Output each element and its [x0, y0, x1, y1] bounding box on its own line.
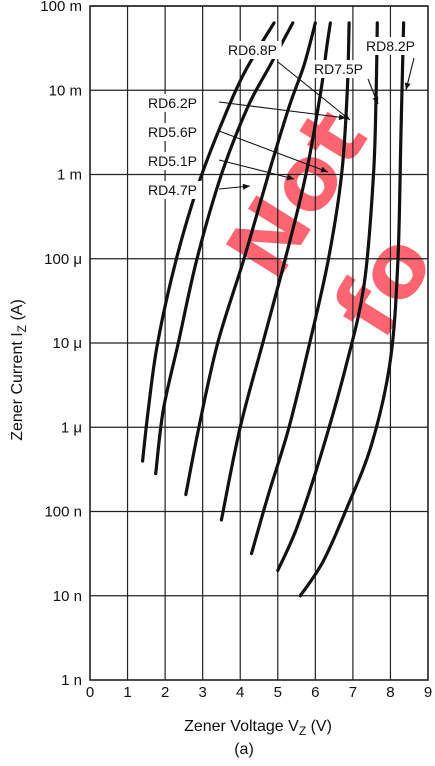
y-axis-label-subscript: Z — [15, 325, 29, 332]
leader-arrowhead — [404, 82, 411, 90]
series-curve — [184, 21, 317, 497]
y-axis-label-main: Zener Current I — [9, 332, 26, 440]
leader-line — [218, 159, 295, 180]
series-label: RD7.5P — [314, 61, 363, 77]
leader-arrowhead — [242, 183, 250, 190]
leader-arrowhead — [320, 166, 328, 173]
y-axis-label: Zener Current IZ (A) — [9, 299, 29, 441]
series-label-background — [146, 94, 202, 112]
series-curve — [141, 21, 276, 463]
leader-arrowhead — [338, 114, 346, 121]
x-tick-label: 7 — [349, 684, 357, 701]
x-tick-label: 1 — [123, 684, 131, 701]
y-tick-label: 1 n — [61, 672, 82, 689]
figure-caption: (a) — [234, 741, 254, 758]
x-tick-label: 0 — [86, 684, 94, 701]
series-label-background — [146, 123, 202, 141]
series-curve — [154, 21, 295, 476]
series-label: RD4.7P — [148, 182, 197, 198]
label-leaders — [218, 57, 415, 190]
series-label: RD5.6P — [148, 124, 197, 140]
y-tick-label: 10 m — [49, 82, 82, 99]
x-axis-label-subscript: Z — [299, 724, 306, 738]
series-curve — [249, 21, 351, 556]
y-tick-label: 1 μ — [61, 419, 82, 436]
series-curve — [298, 21, 406, 598]
series-labels: RD4.7P RD5.1P RD5.6P RD6.2P RD6.8P RD7.5PRD8.… — [146, 37, 420, 199]
x-tick-label: 2 — [161, 684, 169, 701]
series-curve — [219, 21, 332, 522]
x-tick-label: 3 — [198, 684, 206, 701]
x-axis-label-unit: (V) — [306, 718, 332, 735]
series-label-background — [146, 152, 202, 170]
y-axis-label-unit: (A) — [9, 299, 26, 325]
leader-arrowhead — [372, 96, 379, 104]
x-tick-label: 4 — [236, 684, 244, 701]
series-label-background — [364, 37, 420, 55]
x-tick-labels: 0 1 2 3 4 5 6 7 8 9 — [86, 684, 432, 701]
y-tick-label: 100 n — [44, 504, 82, 521]
series-label: RD5.1P — [148, 153, 197, 169]
series-label: RD6.8P — [228, 42, 277, 58]
leader-line — [218, 130, 329, 173]
x-tick-label: 5 — [274, 684, 282, 701]
x-axis-label: Zener Voltage VZ (V) — [184, 718, 332, 738]
y-tick-label: 10 n — [53, 588, 82, 605]
y-tick-label: 1 m — [57, 167, 82, 184]
y-tick-label: 10 μ — [53, 335, 83, 352]
leader-line — [218, 101, 347, 119]
series-label-background — [226, 41, 282, 59]
y-tick-label: 100 μ — [44, 251, 82, 268]
x-tick-label: 8 — [386, 684, 394, 701]
x-tick-label: 9 — [424, 684, 432, 701]
series-label: RD6.2P — [148, 95, 197, 111]
series-label: RD8.2P — [366, 38, 415, 54]
leader-arrowhead — [286, 174, 294, 181]
x-tick-label: 6 — [311, 684, 319, 701]
plot-curves — [141, 21, 406, 598]
series-label-background — [312, 60, 368, 78]
series-label-background — [146, 181, 202, 199]
y-tick-labels: 1 n 10 n 100 n 1 μ 10 μ 100 μ 1 m 10 m 100 m — [40, 0, 82, 689]
y-tick-label: 100 m — [40, 0, 82, 15]
leader-line — [277, 61, 351, 121]
x-axis-label-main: Zener Voltage V — [184, 718, 299, 735]
leader-arrowhead — [342, 113, 350, 120]
